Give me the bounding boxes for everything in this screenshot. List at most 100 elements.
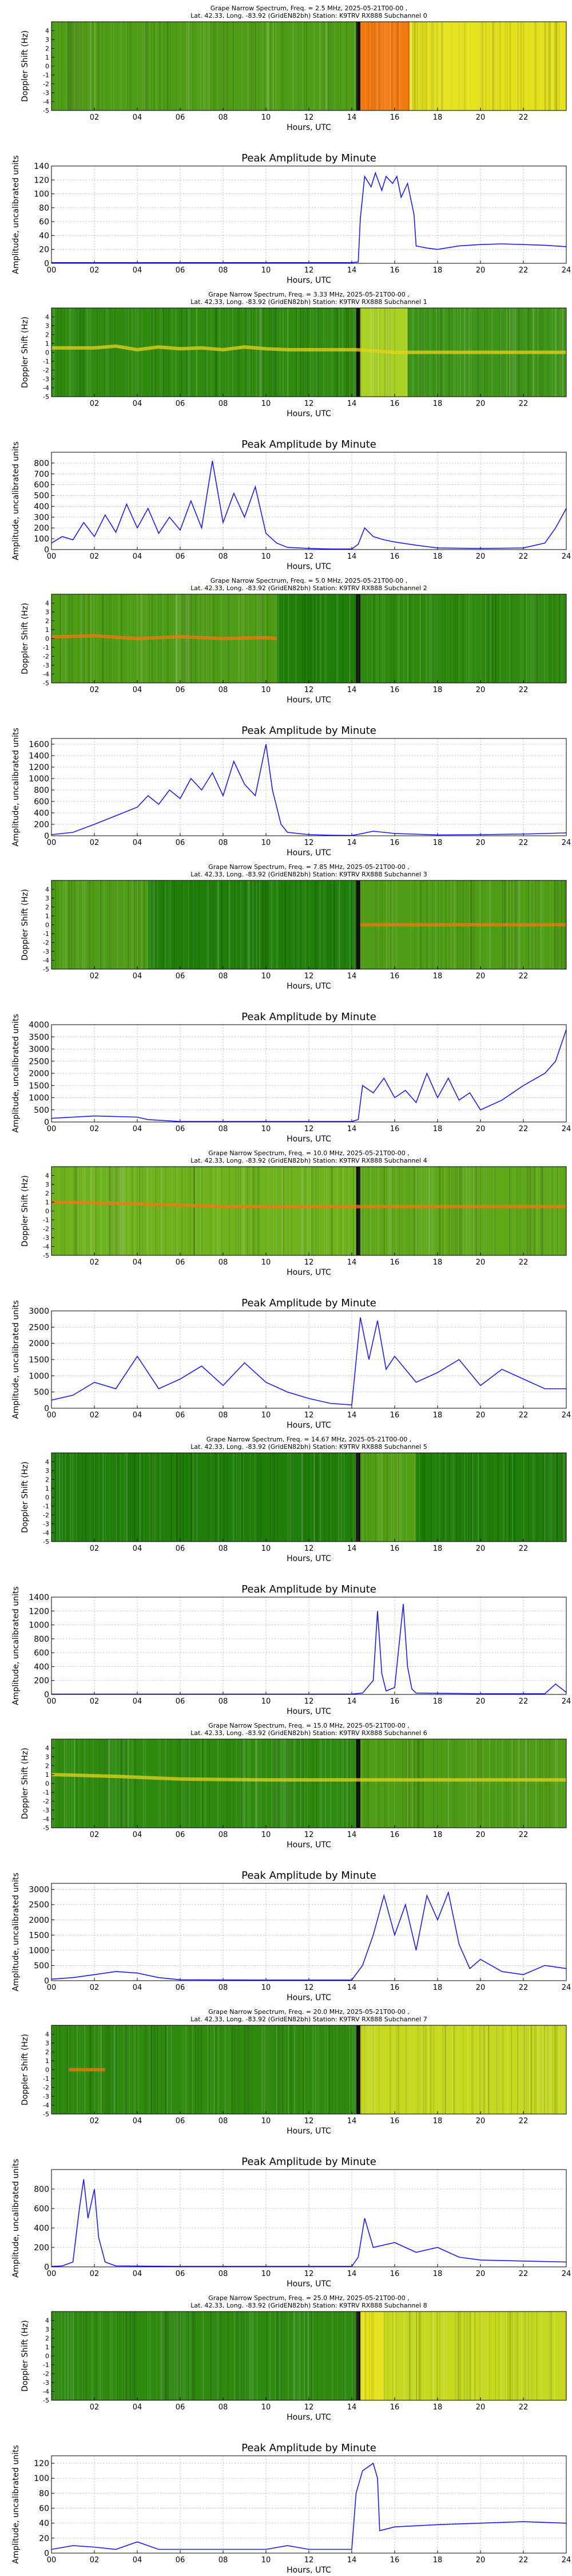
spectrogram-streak	[89, 22, 92, 110]
spectrogram-streak	[193, 1167, 195, 1255]
spectrogram-streak	[138, 1167, 140, 1255]
spectrogram-streak	[556, 1453, 558, 1542]
spectrogram-streak	[253, 22, 255, 110]
spectrogram-streak	[93, 1167, 95, 1255]
x-tick-label: 18	[433, 1258, 443, 1267]
x-tick-label: 04	[133, 1544, 142, 1553]
spectrogram-streak	[192, 1453, 194, 1542]
x-tick-label: 00	[47, 839, 57, 847]
spectrogram-streak	[193, 1167, 194, 1255]
spectrogram-streak	[342, 2025, 343, 2114]
spectrogram-streak	[392, 1167, 393, 1255]
spectrogram-streak	[423, 1453, 425, 1542]
x-tick-label: 12	[304, 1258, 314, 1267]
y-tick-label: 100	[34, 2474, 49, 2483]
spectrogram-streak	[194, 2312, 196, 2400]
y-tick-label: 2	[45, 1763, 49, 1770]
spectrogram-streak	[304, 1739, 305, 1828]
spectrogram-streak	[317, 1453, 319, 1542]
spectrogram-image	[51, 22, 566, 110]
x-tick-label: 10	[261, 2117, 271, 2125]
spectrogram-streak	[295, 594, 297, 683]
spectrogram-streak	[479, 2025, 480, 2114]
spectrogram-streak	[192, 880, 193, 969]
spectrogram-image	[51, 880, 566, 969]
y-tick-label: 3500	[29, 1033, 49, 1042]
spectrogram-streak	[168, 880, 170, 969]
spectrogram-streak	[281, 1167, 283, 1255]
x-tick-label: 22	[519, 839, 529, 847]
spectrogram-streak	[123, 2312, 125, 2400]
spectrogram-image	[51, 1453, 566, 1542]
spectrogram-streak	[517, 2312, 519, 2400]
y-tick-label: -2	[43, 2084, 49, 2092]
spectrogram-streak	[334, 22, 335, 110]
spectrogram-streak	[298, 880, 300, 969]
spectrogram-streak	[444, 594, 446, 683]
spectrogram-band	[416, 1453, 566, 1542]
x-tick-label: 18	[433, 2117, 443, 2125]
spectrogram-streak	[301, 1453, 303, 1542]
spectrogram-streak	[352, 2312, 353, 2400]
spectrogram-band	[356, 594, 360, 683]
spectrogram-streak	[137, 2025, 140, 2114]
spectrogram-streak	[119, 2312, 121, 2400]
spectrogram-streak	[116, 880, 118, 969]
spectrogram-streak	[483, 2025, 484, 2114]
spectrogram-streak	[505, 594, 507, 683]
spectrogram-streak	[72, 594, 73, 683]
y-tick-label: 3000	[29, 1886, 49, 1895]
spectrogram-streak	[251, 2025, 253, 2114]
spectrogram-streak	[217, 1739, 219, 1828]
y-tick-label: 0	[44, 1404, 49, 1413]
plot-frame	[51, 2169, 567, 2267]
spectrogram-streak	[159, 22, 161, 110]
spectrogram-streak	[152, 1453, 153, 1542]
x-axis-label: Hours, UTC	[287, 2279, 331, 2289]
spectrogram-streak	[533, 594, 535, 683]
spectrogram-streak	[364, 2025, 366, 2114]
spectrogram-streak	[100, 880, 101, 969]
spectrogram-streak	[514, 1453, 515, 1542]
spectrogram-streak	[249, 2312, 251, 2400]
spectrogram-streak	[357, 880, 359, 969]
spectrogram-streak	[424, 2312, 425, 2400]
spectrogram-streak	[155, 880, 157, 969]
spectrogram-streak	[85, 880, 87, 969]
spectrogram-streak	[270, 22, 272, 110]
spectrogram-streak	[432, 22, 434, 110]
spectrogram-streak	[301, 594, 304, 683]
spectrogram-streak	[237, 2025, 240, 2114]
spectrogram-streak	[82, 1453, 84, 1542]
spectrogram-streak	[208, 880, 210, 969]
spectrogram-streak	[536, 22, 537, 110]
spectrogram-streak	[437, 1739, 438, 1828]
y-tick-label: 800	[34, 459, 49, 468]
spectrogram-streak	[414, 1453, 415, 1542]
spectrogram-streak	[502, 2025, 504, 2114]
spectrogram-streak	[278, 2025, 280, 2114]
spectrogram-streak	[208, 880, 209, 969]
spectrogram-streak	[470, 594, 472, 683]
spectrogram-streak	[444, 1167, 446, 1255]
spectrogram-streak	[467, 1739, 468, 1828]
spectrogram-streak	[176, 1453, 177, 1542]
spectrogram-streak	[463, 22, 466, 110]
x-tick-label: 22	[519, 400, 529, 408]
spectrogram-streak	[70, 1167, 72, 1255]
spectrogram-streak	[296, 308, 297, 397]
spectrogram-streak	[399, 1167, 400, 1255]
spectrogram-streak	[81, 880, 83, 969]
spectrogram-streak	[80, 308, 81, 397]
spectrogram-streak	[178, 594, 180, 683]
spectrogram-streak	[153, 2025, 156, 2114]
spectrogram-streak	[141, 308, 142, 397]
spectrogram-streak	[316, 308, 318, 397]
spectrogram-streak	[80, 2312, 82, 2400]
spectrogram-band	[51, 1739, 356, 1828]
x-tick-label: 06	[176, 552, 185, 561]
spectrogram-streak	[257, 22, 259, 110]
spectrogram-streak	[514, 2312, 515, 2400]
spectrogram-streak	[524, 594, 526, 683]
spectrogram-streak	[150, 880, 152, 969]
